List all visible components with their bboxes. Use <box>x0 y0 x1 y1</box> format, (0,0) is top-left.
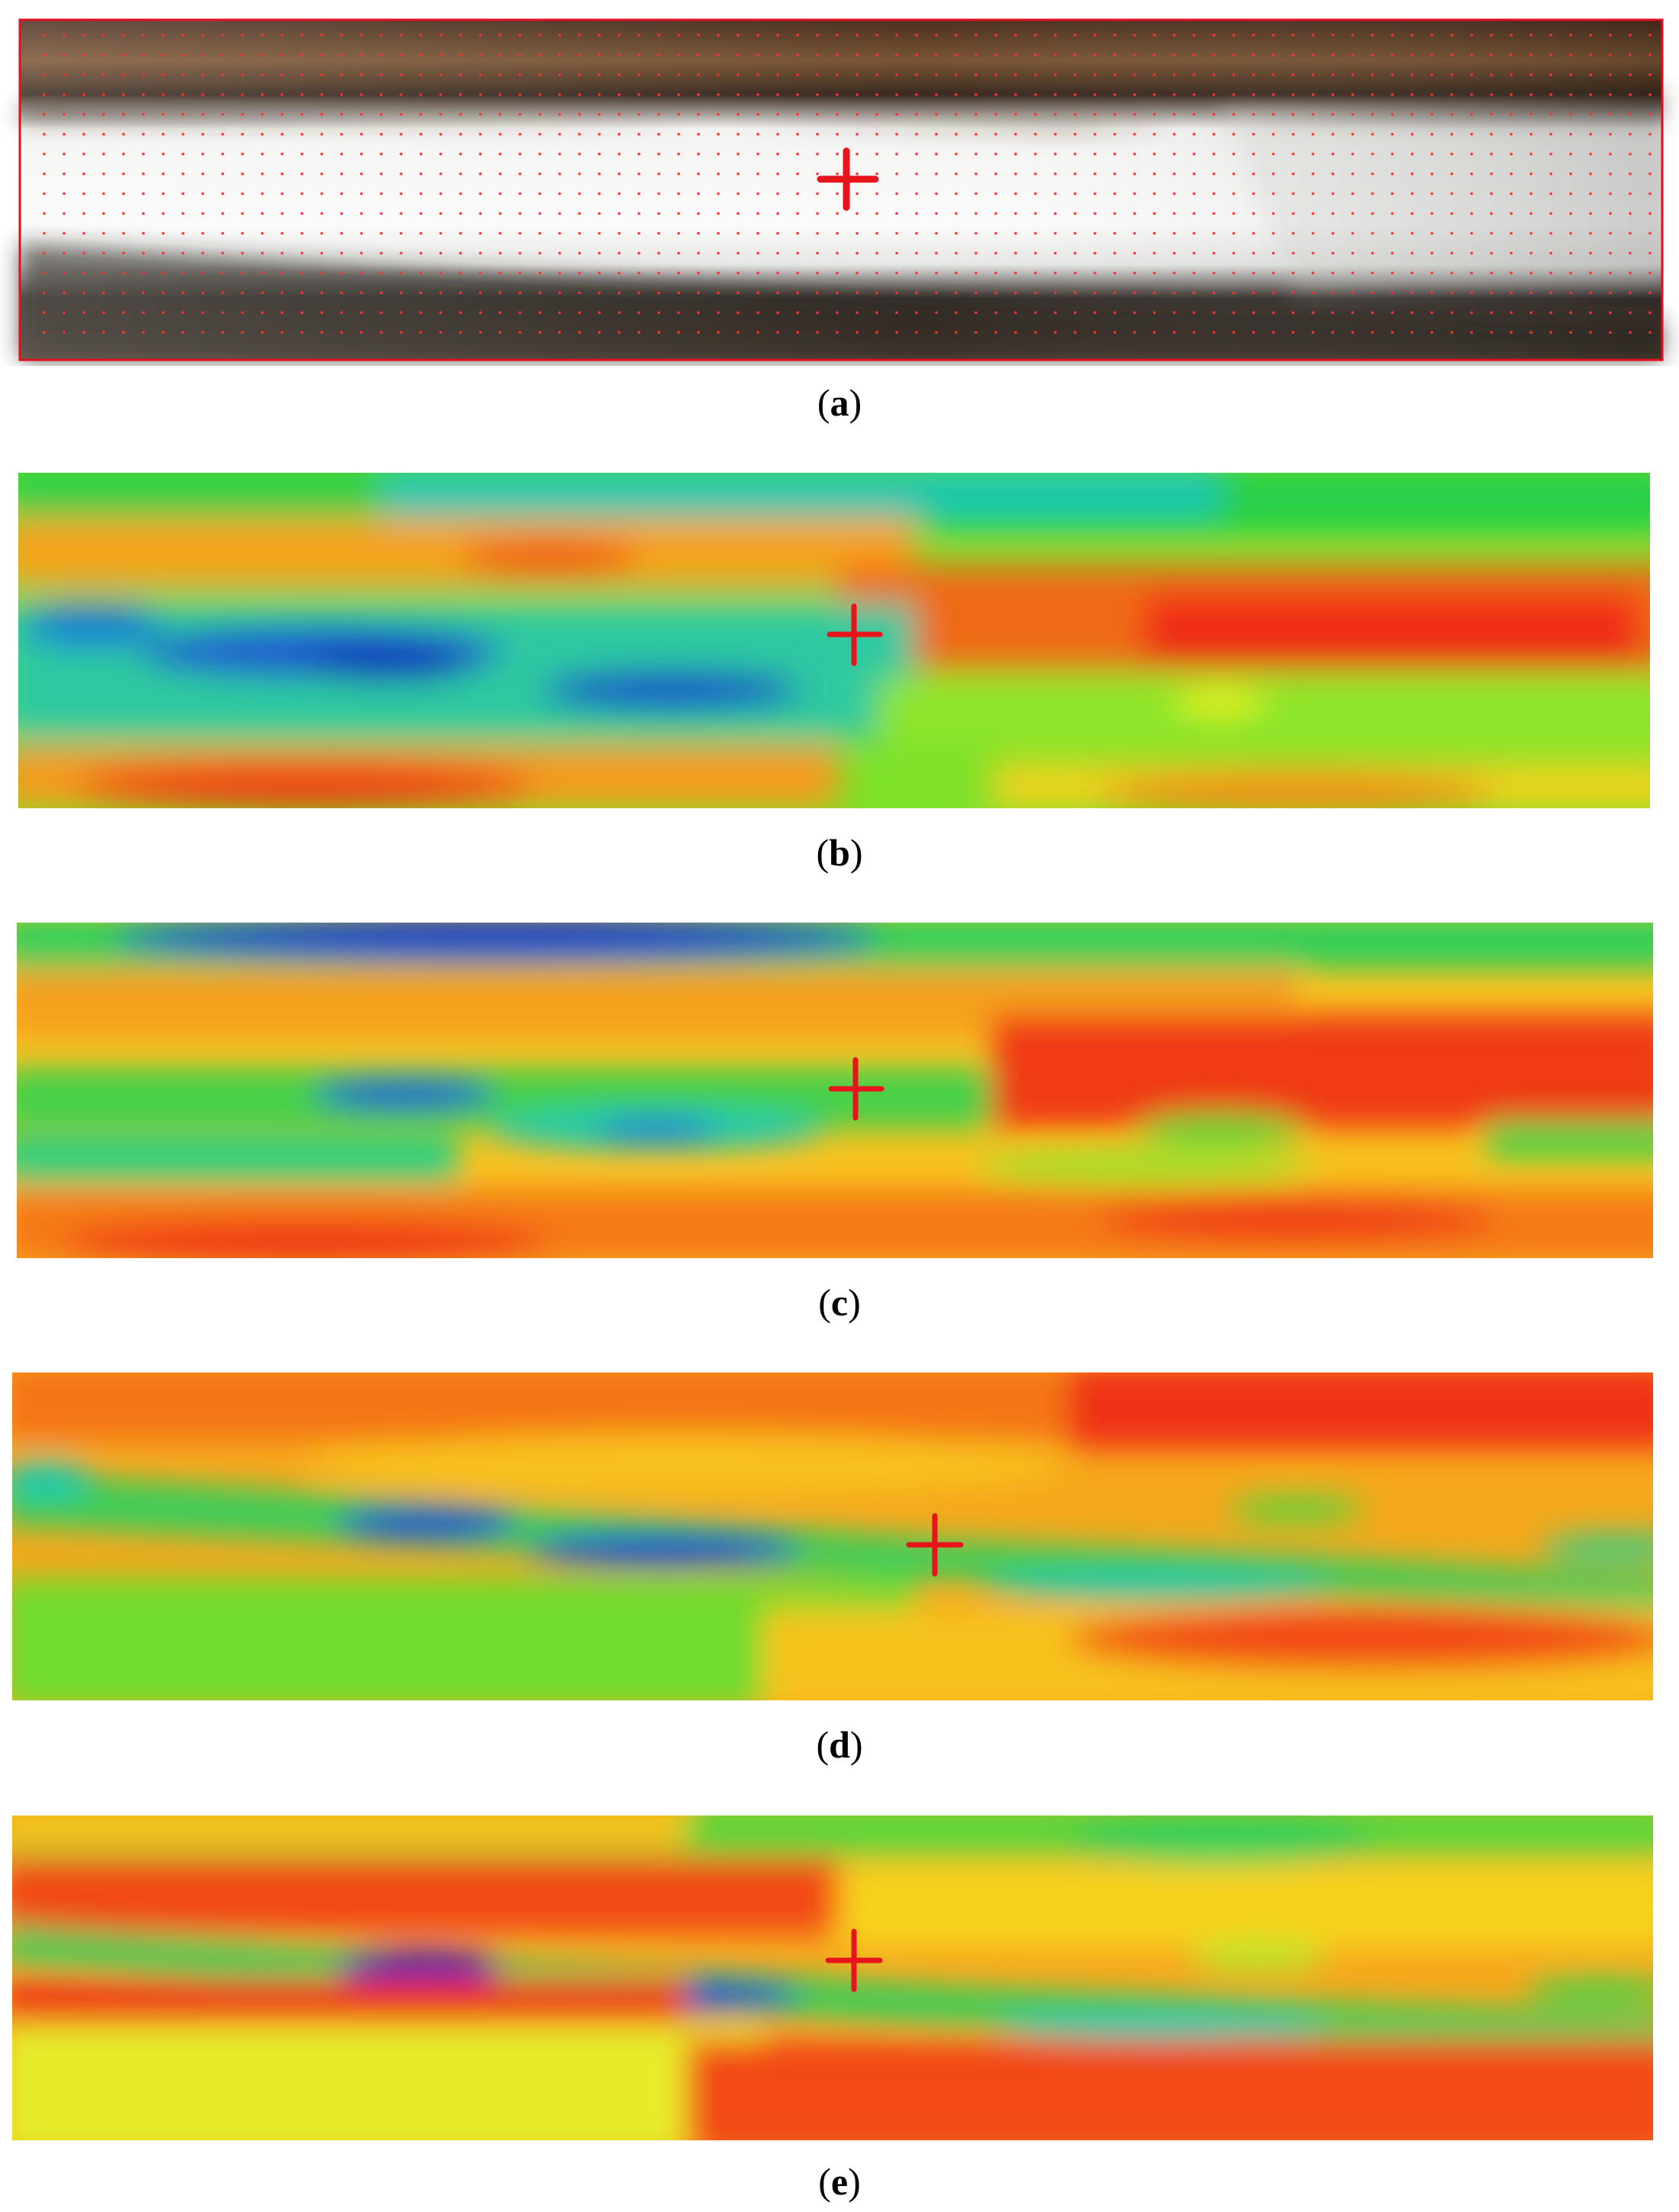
panel-d: (d) <box>0 1350 1679 1777</box>
caption-e: (e) <box>818 2160 861 2203</box>
panel-c-heatmap <box>17 923 1653 1258</box>
crosshair-marker-icon <box>906 1513 964 1577</box>
panel-e-heatmap <box>12 1816 1653 2140</box>
panel-d-heatmap <box>12 1372 1653 1700</box>
crosshair-marker-icon <box>817 147 879 211</box>
crosshair-marker-icon <box>825 1928 883 1992</box>
caption-d: (d) <box>816 1723 863 1766</box>
panel-b-heatmap <box>18 473 1650 808</box>
caption-c: (c) <box>818 1281 861 1324</box>
panel-c: (c) <box>0 900 1679 1327</box>
crosshair-marker-icon <box>828 1057 884 1121</box>
panel-a: (a) <box>0 0 1679 427</box>
caption-b: (b) <box>816 831 863 874</box>
panel-b: (b) <box>0 450 1679 877</box>
caption-a: (a) <box>817 381 862 424</box>
crosshair-marker-icon <box>827 603 883 666</box>
panel-e: (e) <box>0 1796 1679 2212</box>
panel-a-image <box>18 18 1664 361</box>
